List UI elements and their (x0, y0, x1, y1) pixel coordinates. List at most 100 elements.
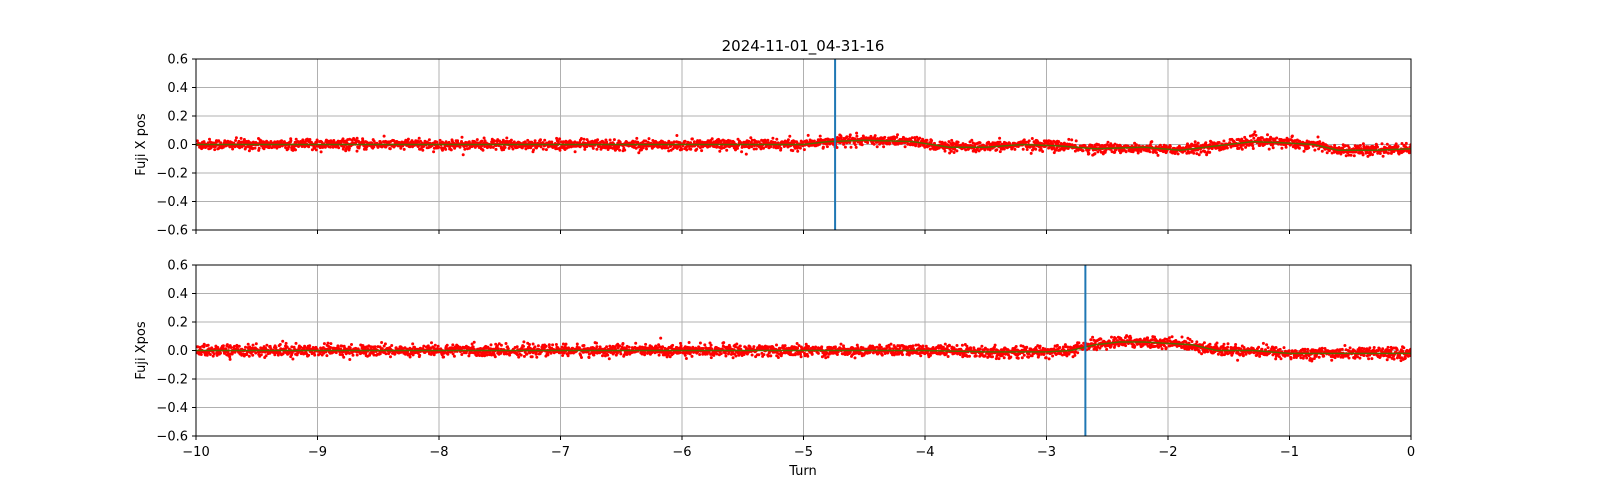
data-point (805, 140, 809, 144)
data-point (245, 353, 249, 356)
data-point (1067, 137, 1071, 141)
data-point (501, 138, 505, 142)
data-point (489, 343, 493, 347)
data-point (314, 148, 318, 152)
data-point (1381, 154, 1385, 158)
data-point (908, 143, 912, 147)
data-point (769, 354, 773, 358)
data-point (871, 351, 875, 355)
data-point (259, 139, 263, 143)
data-point (463, 147, 467, 151)
data-point (483, 139, 487, 143)
data-point (596, 138, 600, 142)
data-point (978, 141, 982, 145)
data-point (1307, 146, 1311, 150)
data-point (821, 145, 825, 149)
data-point (634, 341, 638, 345)
data-point (372, 350, 375, 354)
data-point (525, 352, 529, 356)
data-point (310, 148, 314, 152)
data-point (618, 140, 622, 144)
data-point (372, 353, 376, 357)
data-point (835, 146, 839, 149)
data-point (719, 352, 723, 356)
data-point (549, 351, 553, 355)
data-point (1318, 140, 1322, 144)
data-point (326, 341, 330, 345)
data-point (750, 138, 754, 142)
data-point (1041, 150, 1045, 153)
data-point (251, 146, 255, 150)
data-point (854, 145, 858, 149)
data-point (522, 354, 526, 358)
data-point (783, 344, 787, 348)
data-point (292, 345, 296, 349)
data-point (392, 139, 396, 142)
data-point (766, 138, 770, 142)
data-point (1380, 142, 1384, 146)
data-point (826, 355, 830, 359)
data-point (517, 355, 521, 359)
data-point (458, 145, 462, 149)
data-point (853, 356, 857, 360)
data-point (814, 345, 818, 349)
data-point (1074, 139, 1078, 143)
data-point (437, 145, 441, 149)
data-point (794, 352, 798, 355)
data-point (657, 353, 661, 357)
data-point (257, 146, 261, 150)
data-point (341, 137, 345, 141)
data-point (586, 140, 590, 144)
data-point (228, 357, 232, 361)
data-point (943, 149, 947, 153)
data-point (750, 353, 754, 357)
data-point (285, 345, 289, 349)
data-point (791, 149, 795, 153)
data-point (554, 343, 558, 346)
data-point (1119, 151, 1122, 155)
data-point (1192, 151, 1196, 155)
data-point (872, 142, 876, 146)
data-point (810, 352, 814, 356)
data-point (643, 353, 647, 357)
data-point (1251, 147, 1255, 150)
data-point (998, 140, 1002, 144)
data-point (499, 343, 503, 347)
data-point (718, 149, 722, 153)
data-point (842, 142, 846, 146)
data-point (231, 147, 235, 151)
data-point (276, 353, 280, 357)
data-point (799, 355, 803, 359)
data-point (645, 147, 648, 151)
data-point (709, 343, 713, 347)
data-point (698, 353, 702, 356)
data-point (372, 139, 376, 143)
data-point (643, 351, 647, 354)
data-point (561, 342, 565, 346)
data-point (291, 357, 295, 361)
data-point (607, 357, 611, 361)
data-point (685, 148, 689, 152)
data-point (1158, 143, 1162, 147)
data-point (1339, 152, 1343, 156)
data-point (1348, 150, 1352, 154)
data-point (1105, 143, 1109, 147)
y-tick-label: −0.6 (156, 224, 188, 239)
y-tick-label: 0.0 (167, 138, 188, 153)
data-point (734, 354, 738, 358)
data-point (1243, 135, 1247, 139)
data-point (406, 137, 410, 141)
data-point (543, 138, 547, 142)
data-point (1025, 148, 1029, 151)
data-point (1297, 146, 1301, 150)
data-point (337, 146, 341, 150)
data-point (546, 353, 550, 357)
data-point (788, 134, 792, 138)
data-point (506, 347, 510, 351)
data-point (592, 353, 596, 357)
data-point (536, 344, 540, 348)
data-point (1134, 143, 1138, 147)
data-point (1400, 142, 1404, 145)
